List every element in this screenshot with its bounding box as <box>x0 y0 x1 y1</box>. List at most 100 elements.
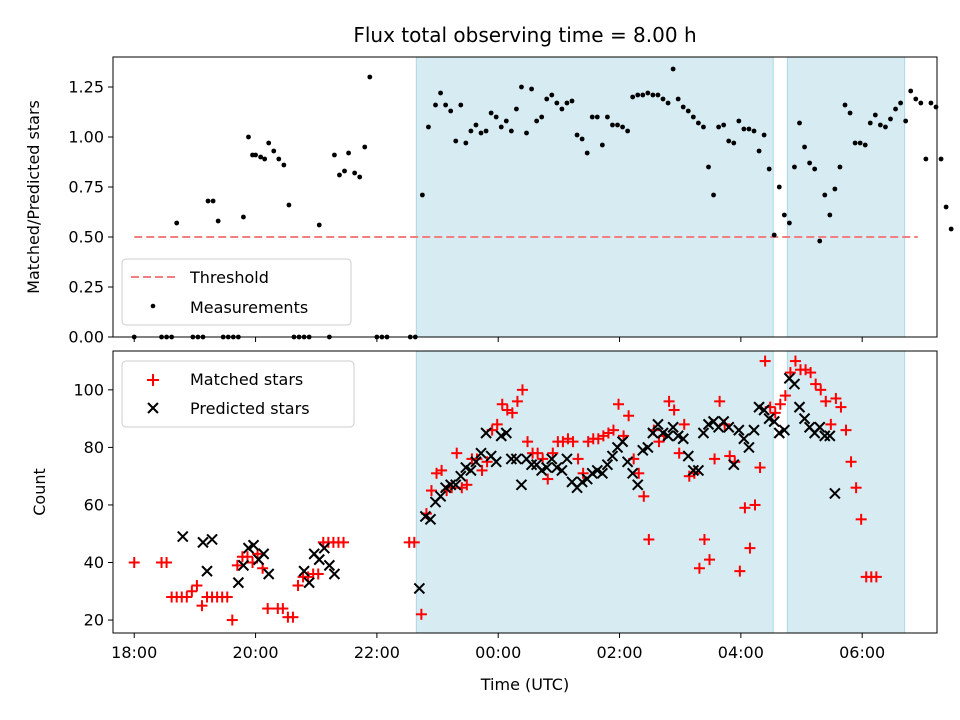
matched-star-point <box>567 436 579 448</box>
y-tick-label: 80 <box>84 438 104 457</box>
measurement-point <box>438 90 443 96</box>
y-tick-label: 40 <box>84 553 104 572</box>
count-points <box>128 355 882 626</box>
predicted-star-stroke <box>465 464 477 477</box>
predicted-star-point <box>541 461 553 474</box>
predicted-star-point <box>606 450 619 462</box>
measurement-point <box>599 142 605 148</box>
measurement-point <box>766 166 772 172</box>
measurement-point <box>685 108 691 114</box>
matched-star-point <box>461 479 473 491</box>
matched-star-point <box>231 559 243 571</box>
measurement-point <box>281 162 287 168</box>
predicted-star-stroke <box>262 568 275 580</box>
measurement-point <box>342 168 347 174</box>
measurement-point <box>605 114 610 120</box>
matched-star-point <box>830 392 842 404</box>
measurement-point <box>483 128 489 134</box>
bottom-x-ticks: 18:00 20:00 22:00 00:00 02:00 04:00 06:00 <box>111 633 885 662</box>
measurement-point <box>792 164 797 170</box>
measurement-point <box>625 128 631 134</box>
predicted-star-stroke <box>475 447 487 459</box>
top-panel: 0.00 0.25 0.50 0.75 1.00 1.25 Matched/Predict… <box>24 56 954 347</box>
predicted-star-point <box>247 539 260 551</box>
predicted-star-point <box>616 435 629 448</box>
predicted-star-stroke <box>541 461 553 474</box>
predicted-star-stroke <box>824 430 836 442</box>
top-y-axis-label: Matched/Predicted stars <box>24 100 43 294</box>
measurement-point <box>569 98 575 104</box>
legend-predicted-swatch <box>147 402 159 414</box>
top-y-ticks: 0.00 0.25 0.50 0.75 1.00 1.25 <box>68 78 113 347</box>
measurement-point <box>827 212 833 218</box>
measurement-point <box>913 96 919 102</box>
matched-star-point <box>805 367 817 379</box>
predicted-star-stroke <box>232 576 245 589</box>
measurement-point <box>488 110 494 116</box>
predicted-star-stroke <box>728 458 740 471</box>
predicted-star-stroke <box>530 458 543 471</box>
matched-star-point <box>825 418 837 430</box>
predicted-star-stroke <box>485 450 497 462</box>
measurement-point <box>210 198 216 204</box>
y-tick-label: 1.25 <box>68 78 104 97</box>
measurement-point <box>812 166 818 172</box>
matched-star-point <box>698 533 710 545</box>
predicted-star-stroke <box>318 542 331 554</box>
measurement-point <box>695 120 701 126</box>
predicted-star-stroke <box>247 539 260 551</box>
matched-star-point <box>436 464 448 476</box>
predicted-star-stroke <box>738 433 750 445</box>
predicted-star-stroke <box>480 427 492 439</box>
measurement-point <box>746 126 752 132</box>
measurement-point <box>529 86 534 92</box>
measurement-point <box>266 140 272 146</box>
bottom-panel: 20 40 60 80 100 18:00 20:00 22:00 00:00 02:00 04:… <box>30 350 938 694</box>
measurement-point <box>877 122 883 128</box>
predicted-star-point <box>490 456 502 468</box>
measurement-point <box>594 114 600 120</box>
predicted-star-point <box>465 464 477 477</box>
matched-star-point <box>186 585 198 597</box>
y-tick-label: 0.50 <box>68 228 104 247</box>
matched-star-point <box>613 398 625 410</box>
matched-star-point <box>481 456 493 468</box>
y-tick-label: 0.75 <box>68 178 104 197</box>
matched-star-point <box>850 482 862 494</box>
matched-star-point <box>292 580 304 592</box>
predicted-star-stroke <box>616 435 629 448</box>
predicted-star-stroke <box>652 418 664 431</box>
measurement-point <box>362 144 368 150</box>
measurement-point <box>584 150 590 156</box>
x-tick-label: 04:00 <box>718 643 764 662</box>
predicted-star-stroke <box>490 456 502 468</box>
predicted-star-stroke <box>707 415 720 428</box>
predicted-star-point <box>470 456 482 468</box>
measurement-point <box>761 132 767 138</box>
matched-star-point <box>623 410 635 422</box>
measurement-point <box>524 130 529 136</box>
predicted-star-point <box>298 565 310 577</box>
measurement-point <box>316 222 322 228</box>
measurement-point <box>564 100 570 106</box>
predicted-star-stroke <box>505 453 518 465</box>
measurement-point <box>453 138 459 144</box>
matched-star-point <box>774 398 786 410</box>
predicted-star-point <box>667 421 679 433</box>
measurement-point <box>241 214 246 220</box>
matched-star-point <box>709 453 721 465</box>
measurement-point <box>630 94 636 100</box>
measurement-point <box>822 192 828 198</box>
measurement-point <box>867 120 873 126</box>
measurement-point <box>948 226 954 232</box>
matched-star-point <box>759 355 771 367</box>
predicted-star-point <box>632 479 644 491</box>
measurement-point <box>706 164 711 170</box>
measurement-point <box>716 124 722 130</box>
matched-star-point <box>693 562 705 574</box>
measurement-point <box>589 114 595 120</box>
predicted-star-stroke <box>778 424 791 436</box>
measurement-point <box>519 84 524 90</box>
predicted-star-point <box>313 553 325 566</box>
